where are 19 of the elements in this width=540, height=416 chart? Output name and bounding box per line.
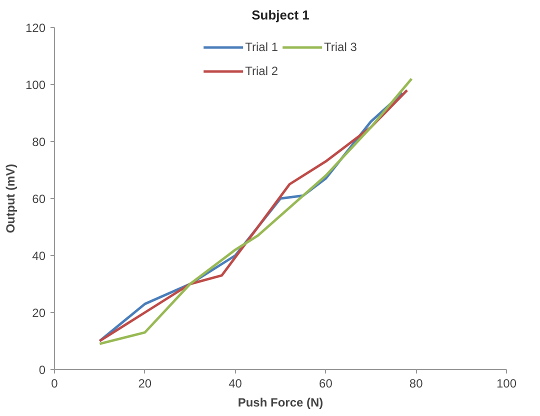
legend-label: Trial 1 xyxy=(245,40,278,54)
x-axis-title: Push Force (N) xyxy=(238,396,324,410)
x-tick-label: 100 xyxy=(496,376,517,390)
y-tick-label: 0 xyxy=(38,363,46,377)
chart-title: Subject 1 xyxy=(252,8,310,22)
y-tick-label: 40 xyxy=(32,249,46,263)
legend-label: Trial 2 xyxy=(245,64,278,78)
x-tick-label: 60 xyxy=(319,376,333,390)
x-tick-label: 20 xyxy=(138,376,152,390)
y-tick-label: 100 xyxy=(25,78,46,92)
y-tick-label: 20 xyxy=(32,306,46,320)
legend-label: Trial 3 xyxy=(324,40,357,54)
x-tick-label: 40 xyxy=(228,376,242,390)
y-tick-label: 80 xyxy=(32,135,46,149)
y-axis-title: Output (mV) xyxy=(3,164,18,234)
y-tick-label: 120 xyxy=(25,21,46,35)
x-tick-label: 80 xyxy=(409,376,424,390)
x-tick-label: 0 xyxy=(51,376,58,390)
y-tick-label: 60 xyxy=(32,192,46,206)
